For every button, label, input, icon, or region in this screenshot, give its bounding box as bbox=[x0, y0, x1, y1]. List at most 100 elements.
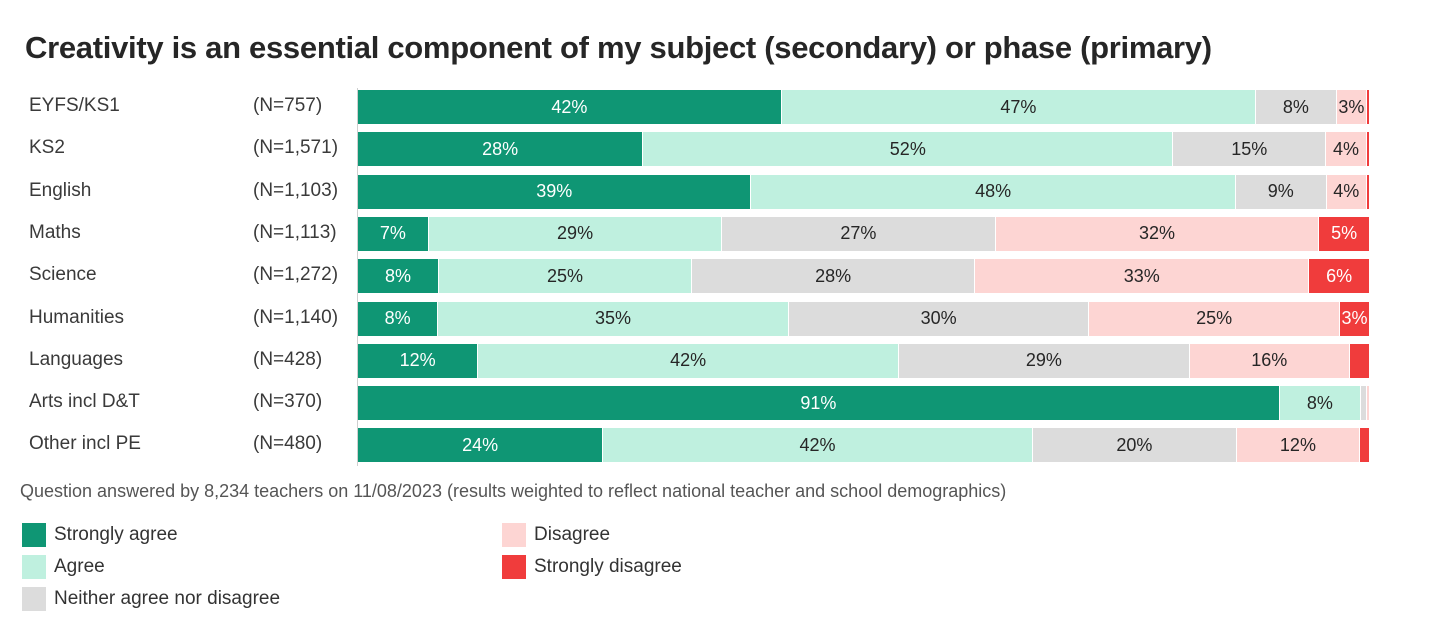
category-label: Maths bbox=[29, 221, 81, 243]
bar-segment-neither-agree-nor-disagree: 8% bbox=[1255, 90, 1337, 124]
sample-size-label: (N=1,272) bbox=[253, 264, 339, 286]
data-label: 8% bbox=[384, 308, 411, 328]
bar-segment-agree: 52% bbox=[643, 132, 1174, 167]
bar-segment-strongly-disagree bbox=[1349, 343, 1370, 378]
data-label: 4% bbox=[1333, 181, 1360, 202]
data-label: 15% bbox=[1231, 138, 1268, 159]
bar-segment-disagree: 25% bbox=[1089, 301, 1340, 336]
bar-segment-disagree: 32% bbox=[995, 216, 1320, 251]
sample-size-label: (N=1,571) bbox=[253, 137, 339, 159]
bar-segment-strongly-disagree: 5% bbox=[1319, 216, 1370, 251]
bar-segment-strongly-agree: 12% bbox=[358, 343, 479, 378]
data-label: 42% bbox=[670, 350, 707, 371]
data-label: 27% bbox=[840, 223, 877, 244]
bar-segment-strongly-agree: 8% bbox=[358, 259, 439, 294]
category-label: Arts incl D&T bbox=[29, 391, 140, 413]
data-label: 3% bbox=[1341, 308, 1368, 328]
data-label: 7% bbox=[379, 223, 406, 244]
data-label: 5% bbox=[1331, 223, 1358, 244]
data-label: 9% bbox=[1267, 181, 1294, 202]
data-label: 12% bbox=[1279, 434, 1316, 455]
legend-swatch bbox=[502, 523, 526, 547]
legend-item: Strongly disagree bbox=[502, 555, 682, 579]
bar-segment-strongly-disagree bbox=[1359, 428, 1370, 463]
legend-item: Agree bbox=[22, 555, 105, 579]
sample-size-label: (N=370) bbox=[253, 391, 323, 413]
data-label: 47% bbox=[1000, 96, 1037, 117]
category-label: EYFS/KS1 bbox=[29, 95, 120, 116]
bar-segment-strongly-agree: 24% bbox=[358, 428, 604, 463]
bar-segment-strongly-disagree bbox=[1366, 174, 1370, 209]
bar-segment-neither-agree-nor-disagree: 28% bbox=[691, 259, 976, 294]
legend-label: Strongly agree bbox=[54, 524, 178, 545]
category-label: Science bbox=[29, 264, 97, 286]
bar-segment-disagree: 33% bbox=[975, 259, 1310, 294]
sample-size-label: (N=428) bbox=[253, 348, 323, 370]
legend-swatch bbox=[22, 555, 46, 579]
data-label: 32% bbox=[1138, 223, 1175, 244]
data-label: 35% bbox=[594, 308, 632, 328]
legend-label: Strongly disagree bbox=[534, 556, 682, 577]
sample-size-label: (N=1,103) bbox=[253, 179, 339, 201]
sample-size-label: (N=480) bbox=[253, 433, 323, 455]
data-label: 33% bbox=[1123, 265, 1160, 286]
bar-segment-agree: 47% bbox=[781, 90, 1256, 124]
bar-segment-agree: 8% bbox=[1279, 386, 1361, 421]
category-label: KS2 bbox=[29, 137, 65, 159]
data-label: 24% bbox=[462, 434, 499, 455]
data-label: 8% bbox=[384, 265, 411, 286]
sample-size-label: (N=1,113) bbox=[253, 221, 337, 243]
data-label: 8% bbox=[1282, 96, 1309, 117]
data-label: 6% bbox=[1326, 265, 1353, 286]
data-label: 25% bbox=[546, 265, 583, 286]
data-label: 39% bbox=[536, 181, 573, 202]
data-label: 28% bbox=[815, 265, 852, 286]
bar-segment-disagree: 4% bbox=[1326, 132, 1367, 167]
bar-segment-strongly-disagree: 3% bbox=[1339, 301, 1370, 336]
footnote: Question answered by 8,234 teachers on 1… bbox=[20, 481, 1007, 501]
data-label: 4% bbox=[1333, 138, 1360, 159]
data-label: 12% bbox=[399, 350, 436, 371]
bar-segment-agree: 42% bbox=[478, 343, 900, 378]
data-label: 30% bbox=[920, 308, 957, 328]
bar-segment-agree: 25% bbox=[438, 259, 692, 294]
legend-swatch bbox=[502, 555, 526, 579]
data-label: 42% bbox=[799, 434, 836, 455]
bar-segment-neither-agree-nor-disagree bbox=[1360, 386, 1367, 421]
axis-line bbox=[357, 88, 358, 466]
bar-segment-disagree: 4% bbox=[1326, 174, 1367, 209]
data-label: 16% bbox=[1251, 350, 1288, 371]
bar-segment-strongly-agree: 8% bbox=[358, 301, 439, 336]
category-label: Humanities bbox=[29, 306, 125, 328]
sample-size-label: (N=757) bbox=[253, 95, 323, 116]
bar-segment-disagree: 16% bbox=[1189, 343, 1350, 378]
data-label: 52% bbox=[889, 138, 926, 159]
data-label: 42% bbox=[551, 96, 588, 117]
legend-item: Disagree bbox=[502, 523, 610, 547]
legend-item: Neither agree nor disagree bbox=[22, 587, 280, 611]
legend-label: Disagree bbox=[534, 524, 611, 545]
bar-segment-strongly-disagree bbox=[1366, 132, 1370, 167]
category-label: Languages bbox=[29, 348, 124, 370]
legend-label: Agree bbox=[54, 556, 105, 577]
data-label: 29% bbox=[1025, 350, 1062, 371]
bar-segment-strongly-agree: 7% bbox=[358, 216, 429, 251]
data-label: 28% bbox=[482, 138, 519, 159]
data-label: 20% bbox=[1116, 434, 1153, 455]
data-label: 29% bbox=[557, 223, 594, 244]
bar-segment-disagree: 3% bbox=[1336, 90, 1367, 124]
legend-item: Strongly agree bbox=[22, 523, 178, 547]
bar-segment-strongly-disagree: 6% bbox=[1309, 259, 1370, 294]
category-label: Other incl PE bbox=[29, 433, 141, 455]
data-label: 25% bbox=[1196, 308, 1233, 328]
legend-label: Neither agree nor disagree bbox=[54, 588, 281, 609]
bar-segment-neither-agree-nor-disagree: 27% bbox=[722, 216, 996, 251]
bar-segment-neither-agree-nor-disagree: 15% bbox=[1173, 132, 1327, 167]
bar-segment-neither-agree-nor-disagree: 30% bbox=[788, 301, 1090, 336]
data-label: 8% bbox=[1306, 392, 1333, 413]
legend-swatch bbox=[22, 523, 46, 547]
bar-segment-agree: 35% bbox=[438, 301, 789, 336]
data-label: 3% bbox=[1338, 96, 1365, 117]
bar-segment-neither-agree-nor-disagree: 9% bbox=[1235, 174, 1327, 209]
legend-swatch bbox=[22, 587, 46, 611]
